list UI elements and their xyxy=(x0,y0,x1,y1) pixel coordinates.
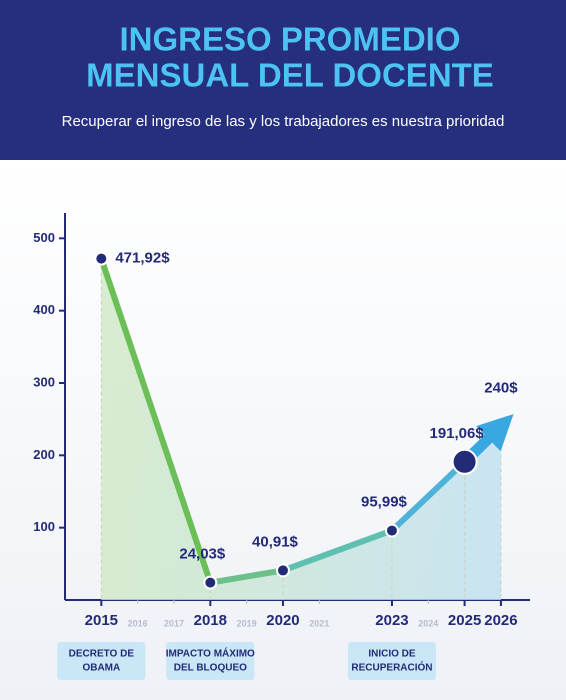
plot: 100 200 300 400 500 2015 2018 2020 2023 2025 2026 2… xyxy=(33,213,530,680)
title: INGRESO PROMEDIO xyxy=(119,21,460,58)
x-minor-tick-label: 2024 xyxy=(418,618,438,628)
x-minor-tick-label: 2021 xyxy=(309,618,329,628)
annotation-box xyxy=(166,642,255,680)
annotation-box xyxy=(57,642,146,680)
annotation-box xyxy=(347,642,436,680)
x-tick-label: 2018 xyxy=(194,612,227,629)
x-tick-label: 2023 xyxy=(375,612,408,629)
y-tick-label: 200 xyxy=(33,447,55,462)
subtitle: Recuperar el ingreso de las y los trabaj… xyxy=(62,113,505,130)
annotation-text: DEL BLOQUEO xyxy=(174,663,247,674)
x-tick-label: 2015 xyxy=(85,612,118,629)
line-segment xyxy=(388,458,468,534)
x-tick-label: 2020 xyxy=(266,612,299,629)
value-label: 40,91$ xyxy=(252,533,299,550)
y-tick-label: 300 xyxy=(33,374,55,389)
x-tick-label: 2025 xyxy=(448,612,481,629)
x-minor-tick-label: 2016 xyxy=(128,618,148,628)
y-tick-label: 400 xyxy=(33,302,55,317)
data-point xyxy=(275,563,290,578)
annotation-text: IMPACTO MÁXIMO xyxy=(166,647,255,660)
data-point xyxy=(384,523,399,538)
value-label: 24,03$ xyxy=(179,546,226,563)
area xyxy=(101,258,501,600)
data-point xyxy=(94,251,109,266)
annotation-text: INICIO DE xyxy=(368,649,416,660)
annotation-text: DECRETO DE xyxy=(69,649,135,660)
annotation-text: OBAMA xyxy=(82,663,120,674)
value-label: 240$ xyxy=(484,379,518,396)
y-tick-label: 500 xyxy=(33,230,55,245)
header xyxy=(0,0,566,160)
title: MENSUAL DEL DOCENTE xyxy=(86,57,494,94)
data-point xyxy=(451,448,478,475)
y-tick-label: 100 xyxy=(33,519,55,534)
line-segment xyxy=(279,527,395,574)
value-label: 191,06$ xyxy=(429,425,484,442)
data-point xyxy=(203,575,218,590)
x-minor-tick-label: 2017 xyxy=(164,618,184,628)
line-segment xyxy=(98,255,214,586)
x-tick-label: 2026 xyxy=(484,612,517,629)
value-label: 471,92$ xyxy=(115,250,170,267)
background xyxy=(0,160,566,700)
annotation-text: RECUPERACIÓN xyxy=(351,661,432,674)
value-label: 95,99$ xyxy=(361,494,408,511)
line-segment xyxy=(207,567,286,586)
x-minor-tick-label: 2019 xyxy=(237,618,257,628)
